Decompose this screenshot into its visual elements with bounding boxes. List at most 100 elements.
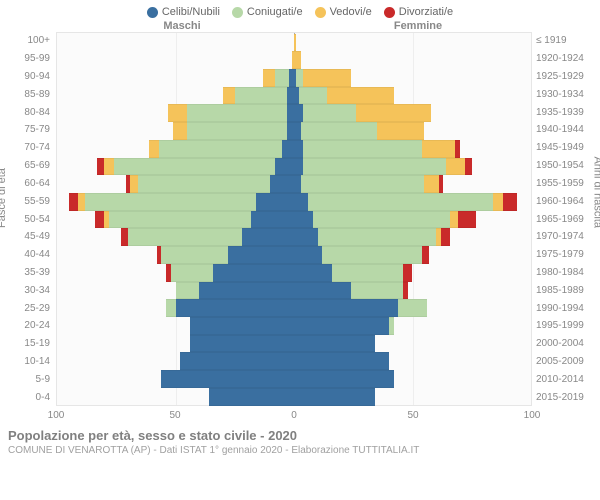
legend-swatch: [384, 7, 395, 18]
seg-coniugati: [128, 228, 242, 246]
seg-vedovi: [446, 158, 465, 176]
seg-coniugati: [296, 69, 303, 87]
seg-nubili: [294, 211, 313, 229]
seg-celibi: [190, 317, 294, 335]
seg-coniugati: [187, 122, 287, 140]
legend-swatch: [232, 7, 243, 18]
age-label: 20-24: [0, 317, 54, 335]
bar-male: [57, 263, 294, 281]
seg-divorziati: [441, 228, 450, 246]
seg-nubili: [294, 335, 375, 353]
seg-celibi: [161, 370, 294, 388]
birth-label: 1920-1924: [532, 50, 588, 68]
bar-female: [294, 263, 531, 281]
legend-swatch: [147, 7, 158, 18]
bar-female: [294, 299, 531, 317]
birth-label: 1935-1939: [532, 103, 588, 121]
bar-female: [294, 281, 531, 299]
age-label: 40-44: [0, 246, 54, 264]
seg-coniugati: [313, 211, 450, 229]
bar-female: [294, 210, 531, 228]
seg-coniugati: [318, 228, 437, 246]
seg-vedovi: [104, 158, 113, 176]
seg-coniugati: [303, 140, 422, 158]
caption: Popolazione per età, sesso e stato civil…: [0, 424, 600, 456]
pyramid-row: [57, 281, 531, 299]
seg-vedovi: [173, 122, 187, 140]
seg-nubili: [294, 317, 389, 335]
bar-male: [57, 86, 294, 104]
birth-label: 1950-1954: [532, 157, 588, 175]
axis-title-birth: Anni di nascita: [592, 156, 600, 228]
seg-celibi: [199, 282, 294, 300]
birth-label: ≤ 1919: [532, 32, 588, 50]
bar-female: [294, 387, 531, 405]
seg-coniugati: [398, 299, 426, 317]
pyramid-row: [57, 86, 531, 104]
legend-label: Celibi/Nubili: [162, 6, 220, 18]
age-label: 35-39: [0, 264, 54, 282]
legend-item: Celibi/Nubili: [147, 6, 220, 18]
age-label: 30-34: [0, 281, 54, 299]
seg-coniugati: [176, 282, 200, 300]
seg-coniugati: [85, 193, 256, 211]
birth-label: 1945-1949: [532, 139, 588, 157]
pyramid-row: [57, 122, 531, 140]
seg-celibi: [228, 246, 294, 264]
seg-coniugati: [109, 211, 251, 229]
seg-vedovi: [424, 175, 438, 193]
bar-female: [294, 317, 531, 335]
legend-item: Coniugati/e: [232, 6, 303, 18]
seg-coniugati: [303, 158, 445, 176]
pyramid-row: [57, 210, 531, 228]
age-label: 60-64: [0, 175, 54, 193]
seg-vedovi: [78, 193, 85, 211]
x-tick: 100: [524, 410, 541, 421]
seg-coniugati: [389, 317, 394, 335]
age-label: 85-89: [0, 85, 54, 103]
bar-female: [294, 246, 531, 264]
bar-male: [57, 192, 294, 210]
pyramid-row: [57, 317, 531, 335]
bar-female: [294, 228, 531, 246]
y-axis-birth-labels: ≤ 19191920-19241925-19291930-19341935-19…: [532, 32, 588, 406]
pyramid-row: [57, 157, 531, 175]
pyramid-row: [57, 263, 531, 281]
seg-vedovi: [223, 87, 235, 105]
bar-female: [294, 370, 531, 388]
age-label: 90-94: [0, 68, 54, 86]
header-females: Femmine: [300, 20, 536, 32]
age-label: 45-49: [0, 228, 54, 246]
bar-female: [294, 192, 531, 210]
seg-nubili: [294, 264, 332, 282]
birth-label: 2005-2009: [532, 353, 588, 371]
seg-vedovi: [294, 51, 301, 69]
seg-nubili: [294, 193, 308, 211]
seg-coniugati: [138, 175, 271, 193]
bar-female: [294, 334, 531, 352]
bar-male: [57, 334, 294, 352]
seg-coniugati: [275, 69, 289, 87]
bar-female: [294, 139, 531, 157]
age-label: 10-14: [0, 353, 54, 371]
bar-male: [57, 33, 294, 51]
seg-vedovi: [450, 211, 457, 229]
seg-vedovi: [356, 104, 432, 122]
bar-male: [57, 175, 294, 193]
seg-coniugati: [332, 264, 403, 282]
bar-female: [294, 104, 531, 122]
seg-divorziati: [69, 193, 78, 211]
population-pyramid-chart: Celibi/NubiliConiugati/eVedovi/eDivorzia…: [0, 0, 600, 500]
bar-male: [57, 104, 294, 122]
seg-vedovi: [263, 69, 275, 87]
age-label: 55-59: [0, 192, 54, 210]
birth-label: 1990-1994: [532, 299, 588, 317]
seg-coniugati: [303, 104, 355, 122]
bar-male: [57, 299, 294, 317]
pyramid-row: [57, 246, 531, 264]
age-label: 95-99: [0, 50, 54, 68]
seg-divorziati: [455, 140, 460, 158]
bar-male: [57, 139, 294, 157]
pyramid-row: [57, 299, 531, 317]
seg-nubili: [294, 246, 322, 264]
